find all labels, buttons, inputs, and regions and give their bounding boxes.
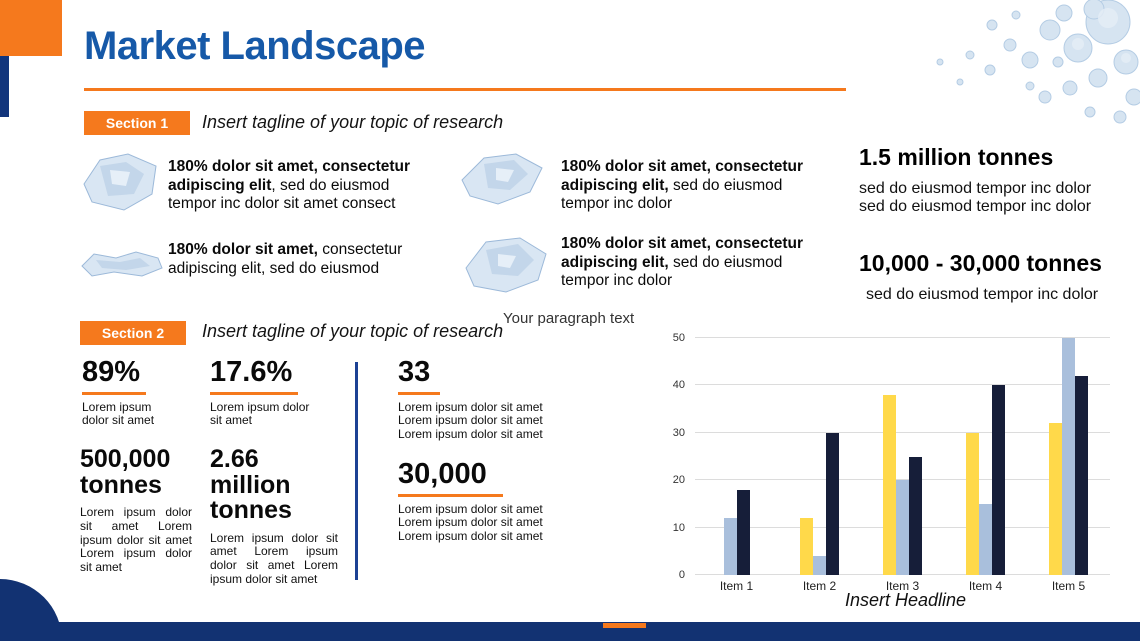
y-axis-tick-label: 50 <box>672 332 685 344</box>
bar-lightblue-item-3 <box>896 480 909 575</box>
right-stat-2-body: sed do eiusmod tempor inc dolor <box>866 286 1099 303</box>
chart-headline: Insert Headline <box>845 590 967 610</box>
bar-group-item-2 <box>778 432 861 575</box>
x-axis-label: Item 4 <box>968 579 1003 593</box>
bullet-3-rest: consectetur adipiscing elit, sed do eius… <box>168 241 403 277</box>
bar-group-item-4 <box>944 385 1027 575</box>
footer-orange-dash <box>603 623 646 628</box>
footer-bar <box>0 622 1140 641</box>
y-axis-tick-label: 40 <box>672 379 685 392</box>
stat-value: 30,000 <box>398 458 487 490</box>
title-underline <box>84 88 846 91</box>
stat-value: 33 <box>398 356 431 388</box>
stat-underline <box>82 391 146 395</box>
bar-lightblue-item-1 <box>723 518 737 575</box>
bullet-1-bold: 180% dolor sit amet, consectetur adipisc… <box>168 158 411 194</box>
stat-underline <box>398 391 440 395</box>
page-title: Market Landscape <box>84 24 426 68</box>
plastic-chunk-image <box>465 237 547 293</box>
x-axis-label: Item 5 <box>1051 579 1086 593</box>
stat-value: 17.6% <box>210 356 293 388</box>
section-1-badge: Section 1 <box>84 111 190 135</box>
corner-orange-square <box>0 0 62 56</box>
x-axis-label: Item 2 <box>802 579 837 593</box>
stat-caption: Lorem ipsum dolor sit amet Lorem ipsum d… <box>80 505 192 575</box>
chart-plot-area <box>695 337 1110 575</box>
right-stat-1-body: sed do eiusmod tempor inc dolor sed do e… <box>859 180 1092 215</box>
stat-17-percent: 17.6% Lorem ipsum dolor sit amet <box>210 356 310 428</box>
chart-y-axis: 0 10 20 30 40 50 <box>655 332 689 581</box>
bullet-3-bold: 180% dolor sit amet, <box>168 241 318 258</box>
section-2-badge: Section 2 <box>80 321 186 345</box>
right-stat-2-headline: 10,000 - 30,000 tonnes <box>859 250 1102 276</box>
bar-yellow-item-5 <box>1049 423 1062 575</box>
bar-yellow-item-2 <box>800 518 813 575</box>
right-stat-1-headline: 1.5 million tonnes <box>859 144 1054 170</box>
bar-lightblue-item-5 <box>1062 338 1075 575</box>
y-axis-tick-label: 10 <box>672 521 685 534</box>
section-2-tagline: Insert tagline of your topic of research <box>202 321 504 341</box>
section-1-badge-label: Section 1 <box>105 115 169 131</box>
x-axis-label: Item 3 <box>885 579 920 593</box>
bar-group-item-1 <box>695 489 778 575</box>
chart-gridline <box>695 479 1110 481</box>
x-axis-label: Item 1 <box>719 579 754 593</box>
bullet-item-2: 180% dolor sit amet, consectetur adipisc… <box>561 158 811 214</box>
stat-500000-tonnes: 500,000 tonnes Lorem ipsum dolor sit ame… <box>80 445 192 575</box>
stat-33: 33 Lorem ipsum dolor sit amet Lorem ipsu… <box>398 356 543 442</box>
stat-caption: Lorem ipsum dolor sit amet <box>210 399 310 428</box>
chart-gridline <box>695 431 1110 433</box>
plastic-bag-image-1 <box>83 153 157 211</box>
stat-caption: Lorem ipsum dolor sit amet Lorem ipsum d… <box>210 530 338 586</box>
plastic-bag-image-2 <box>461 153 543 205</box>
stat-2-66-million-tonnes: 2.66 million tonnes Lorem ipsum dolor si… <box>210 445 345 587</box>
bullet-1-rest: , sed do eiusmod tempor inc dolor sit am… <box>168 176 396 213</box>
bar-navy-item-2 <box>826 432 839 575</box>
stat-30000: 30,000 Lorem ipsum dolor sit amet Lorem … <box>398 458 543 544</box>
section-1-tagline: Insert tagline of your topic of research <box>202 112 504 132</box>
y-axis-tick-label: 0 <box>678 569 685 581</box>
bar-group-item-5 <box>1027 338 1110 575</box>
section-2-badge-label: Section 2 <box>101 325 165 341</box>
stats-divider-line <box>355 362 358 580</box>
bar-navy-item-4 <box>992 385 1005 575</box>
bullet-4-bold: 180% dolor sit amet, consectetur adipisc… <box>561 235 804 271</box>
chart-gridline <box>695 384 1110 386</box>
stat-value: 89% <box>82 356 141 388</box>
bullet-2-bold: 180% dolor sit amet, consectetur adipisc… <box>561 158 804 194</box>
bar-navy-item-1 <box>736 489 750 575</box>
bar-yellow-item-4 <box>966 432 979 575</box>
watercolor-bubbles-image <box>936 0 1140 124</box>
left-edge-stripe <box>0 0 9 117</box>
stat-value: 2.66 million tonnes <box>210 445 292 524</box>
chart-gridline <box>695 337 1110 338</box>
stat-underline <box>398 493 503 497</box>
bar-group-item-3 <box>861 394 944 575</box>
stat-value: 500,000 tonnes <box>80 445 171 499</box>
stat-underline <box>210 391 298 395</box>
corner-quarter-circle <box>0 579 62 641</box>
bullet-2-rest: sed do eiusmod tempor inc dolor <box>561 176 783 213</box>
stat-caption: Lorem ipsum dolor sit amet <box>82 399 155 428</box>
stat-caption: Lorem ipsum dolor sit amet Lorem ipsum d… <box>398 399 543 442</box>
bullet-4-rest: sed do eiusmod tempor inc dolor <box>561 253 783 290</box>
bullet-item-1: 180% dolor sit amet, consectetur adipisc… <box>168 158 430 214</box>
bullet-item-3: 180% dolor sit amet, consectetur adipisc… <box>168 241 436 278</box>
bar-yellow-item-3 <box>883 394 896 575</box>
bullet-item-4: 180% dolor sit amet, consectetur adipisc… <box>561 235 823 291</box>
bar-lightblue-item-4 <box>979 503 992 575</box>
stat-89-percent: 89% Lorem ipsum dolor sit amet <box>82 356 155 428</box>
paragraph-placeholder-label: Your paragraph text <box>503 310 635 327</box>
bar-chart: 0 10 20 30 40 50 Item 1 Item 2 Item 3 Item 4 Item… <box>655 330 1115 598</box>
bar-lightblue-item-2 <box>813 556 826 575</box>
bar-navy-item-3 <box>909 456 922 575</box>
crushed-bottle-image <box>81 251 163 277</box>
bar-navy-item-5 <box>1075 375 1088 575</box>
y-axis-tick-label: 30 <box>672 426 685 439</box>
y-axis-tick-label: 20 <box>672 474 685 487</box>
chart-x-axis: Item 1 Item 2 Item 3 Item 4 Item 5 <box>695 579 1110 593</box>
stat-caption: Lorem ipsum dolor sit amet Lorem ipsum d… <box>398 501 543 544</box>
